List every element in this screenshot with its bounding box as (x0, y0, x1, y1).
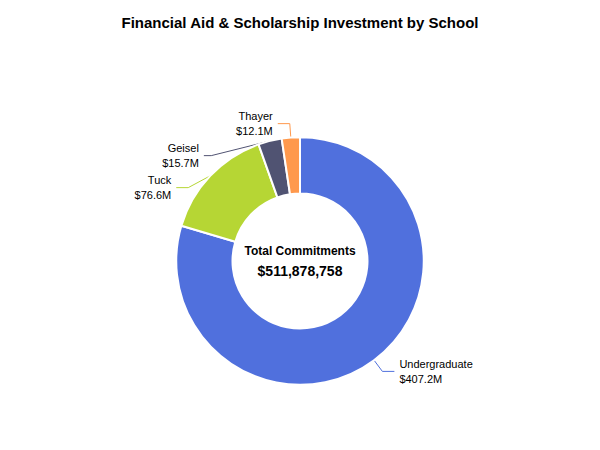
svg-text:$407.2M: $407.2M (399, 373, 442, 385)
svg-text:$76.6M: $76.6M (135, 189, 172, 201)
svg-text:Undergraduate: Undergraduate (399, 358, 472, 370)
svg-text:$511,878,758: $511,878,758 (258, 263, 343, 279)
svg-text:Thayer: Thayer (239, 110, 274, 122)
svg-text:$15.7M: $15.7M (162, 157, 199, 169)
svg-text:$12.1M: $12.1M (236, 125, 273, 137)
svg-text:Tuck: Tuck (148, 174, 172, 186)
svg-text:Financial Aid & Scholarship In: Financial Aid & Scholarship Investment b… (121, 14, 478, 31)
svg-text:Geisel: Geisel (168, 142, 199, 154)
svg-text:Total Commitments: Total Commitments (244, 244, 355, 258)
